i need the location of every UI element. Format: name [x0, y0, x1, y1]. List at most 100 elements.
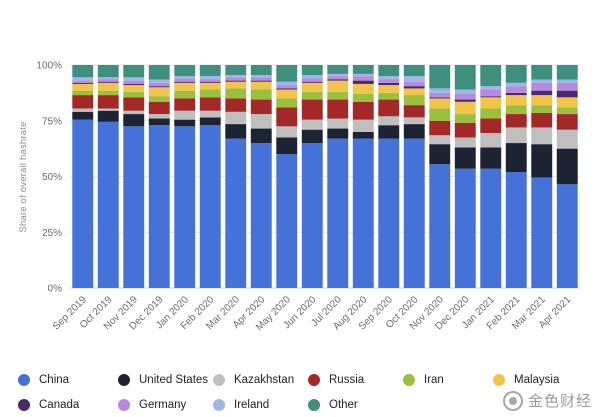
bar-segment-kazakhstan — [72, 108, 94, 112]
bar-segment-canada — [403, 86, 425, 89]
bar-segment-china — [531, 177, 553, 288]
legend-item-china[interactable]: China — [18, 372, 69, 388]
bar-segment-canada — [199, 81, 221, 83]
bar-segment-other — [505, 65, 527, 83]
bar-segment-ireland — [454, 89, 476, 94]
bar-stack — [276, 65, 298, 288]
watermark-logo-icon — [502, 390, 523, 411]
bar-segment-canada — [225, 80, 247, 82]
bar-segment-united-states — [403, 124, 425, 139]
legend-swatch-icon — [213, 374, 225, 386]
bar-segment-canada — [276, 88, 298, 90]
y-tick-label: 25% — [42, 228, 62, 239]
legend-item-germany[interactable]: Germany — [118, 397, 186, 413]
bar-segment-china — [556, 184, 578, 288]
legend-label: Other — [329, 399, 358, 411]
bar-segment-iran — [429, 108, 451, 121]
bar-segment-canada — [556, 90, 578, 98]
bar-segment-ireland — [505, 82, 527, 87]
bar-segment-other — [72, 65, 94, 78]
bar-segment-other — [174, 65, 196, 77]
bar-segment-united-states — [123, 114, 145, 127]
legend-item-iran[interactable]: Iran — [403, 372, 444, 388]
bar-segment-united-states — [250, 128, 272, 144]
bar-segment-russia — [556, 114, 578, 130]
bar-segment-malaysia — [301, 82, 323, 92]
bar-stack — [505, 65, 527, 288]
bar-segment-china — [327, 138, 349, 288]
bar-segment-canada — [123, 83, 145, 86]
bar-segment-malaysia — [199, 82, 221, 90]
bar-segment-other — [97, 65, 119, 78]
legend-item-canada[interactable]: Canada — [18, 397, 79, 413]
bar-segment-kazakhstan — [531, 127, 553, 145]
bar-segment-ireland — [429, 88, 451, 93]
bar-stack — [454, 65, 476, 288]
bar-segment-malaysia — [429, 98, 451, 109]
bar-segment-iran — [556, 107, 578, 115]
bar-segment-russia — [225, 98, 247, 112]
bar-segment-malaysia — [480, 97, 502, 109]
bar-segment-malaysia — [327, 80, 349, 92]
bar-segment-malaysia — [556, 97, 578, 108]
bar-segment-china — [378, 138, 400, 288]
bar-segment-united-states — [225, 124, 247, 139]
bar-segment-kazakhstan — [199, 110, 221, 118]
bar-segment-canada — [352, 80, 374, 84]
legend-swatch-icon — [118, 399, 130, 411]
legend-item-russia[interactable]: Russia — [308, 372, 364, 388]
bar-segment-ireland — [378, 76, 400, 80]
bars-layer — [72, 65, 578, 289]
bar-segment-united-states — [378, 125, 400, 139]
bar-stack — [174, 65, 196, 288]
bar-segment-russia — [199, 97, 221, 111]
bar-segment-germany — [378, 79, 400, 83]
bar-segment-canada — [480, 96, 502, 98]
bar-segment-kazakhstan — [352, 119, 374, 132]
bar-segment-china — [454, 168, 476, 288]
legend-swatch-icon — [308, 399, 320, 411]
legend-item-other[interactable]: Other — [308, 397, 358, 413]
bar-segment-united-states — [148, 118, 170, 126]
bar-segment-iran — [352, 93, 374, 102]
bar-segment-germany — [97, 79, 119, 82]
bar-segment-other — [301, 65, 323, 76]
watermark-text: 金色财经 — [527, 392, 592, 410]
bar-segment-russia — [72, 95, 94, 109]
bar-segment-canada — [378, 82, 400, 86]
bar-segment-iran — [531, 105, 553, 113]
bar-segment-canada — [97, 81, 119, 83]
bar-segment-ireland — [148, 79, 170, 83]
bar-segment-canada — [301, 81, 323, 83]
bar-segment-ireland — [531, 79, 553, 83]
bar-segment-other — [480, 65, 502, 87]
bar-segment-other — [199, 65, 221, 77]
bar-segment-malaysia — [72, 83, 94, 91]
bar-segment-germany — [301, 78, 323, 82]
legend-item-kazakhstan[interactable]: Kazakhstan — [213, 372, 294, 388]
bar-segment-iran — [97, 90, 119, 96]
bar-segment-kazakhstan — [556, 129, 578, 149]
bar-stack — [480, 65, 502, 288]
legend-item-ireland[interactable]: Ireland — [213, 397, 269, 413]
bar-segment-ireland — [72, 77, 94, 81]
bar-segment-other — [327, 65, 349, 74]
bar-segment-germany — [556, 82, 578, 91]
bar-segment-germany — [480, 89, 502, 97]
bar-segment-ireland — [250, 75, 272, 78]
bar-segment-china — [352, 138, 374, 288]
bar-segment-malaysia — [123, 85, 145, 92]
bar-segment-iran — [72, 90, 94, 96]
legend-label: Canada — [39, 399, 80, 411]
legend-swatch-icon — [213, 399, 225, 411]
bar-segment-canada — [174, 81, 196, 83]
bar-segment-malaysia — [225, 81, 247, 89]
bar-segment-other — [454, 65, 476, 90]
bar-segment-canada — [327, 79, 349, 81]
legend-item-malaysia[interactable]: Malaysia — [493, 372, 559, 388]
bar-segment-germany — [403, 81, 425, 87]
bar-segment-other — [403, 65, 425, 77]
legend-item-united-states[interactable]: United States — [118, 372, 208, 388]
bar-segment-other — [148, 65, 170, 80]
y-tick-label: 50% — [42, 172, 62, 183]
